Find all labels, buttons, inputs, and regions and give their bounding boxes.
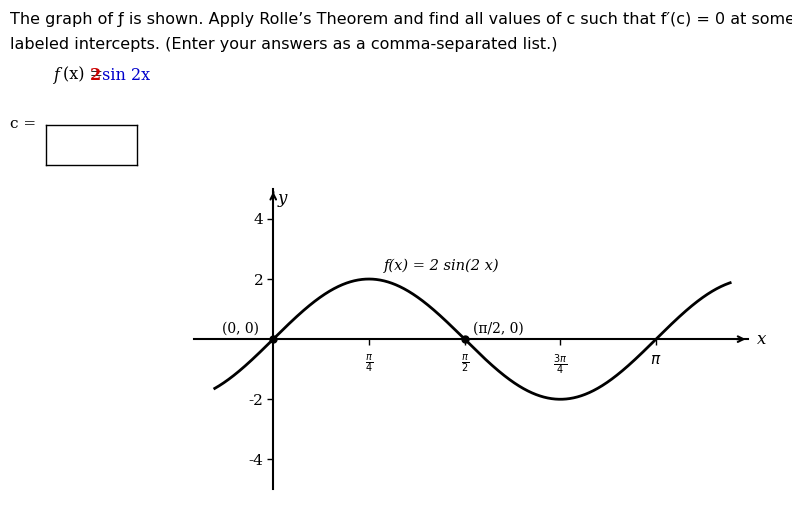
Text: (x) =: (x) =: [63, 66, 108, 84]
Text: x: x: [757, 331, 767, 347]
Text: The graph of ƒ is shown. Apply Rolle’s Theorem and find all values of c such tha: The graph of ƒ is shown. Apply Rolle’s T…: [10, 12, 792, 27]
Text: y: y: [278, 190, 287, 207]
Text: labeled intercepts. (Enter your answers as a comma-separated list.): labeled intercepts. (Enter your answers …: [10, 37, 558, 52]
Text: c =: c =: [10, 117, 36, 131]
Text: $\frac{\pi}{4}$: $\frac{\pi}{4}$: [365, 353, 373, 375]
Text: sin 2x: sin 2x: [97, 66, 150, 84]
Text: (π/2, 0): (π/2, 0): [473, 321, 524, 335]
Text: $\frac{\pi}{2}$: $\frac{\pi}{2}$: [460, 353, 469, 375]
Text: $\pi$: $\pi$: [650, 353, 662, 367]
Text: 2: 2: [89, 66, 101, 84]
Text: (0, 0): (0, 0): [222, 321, 259, 335]
Text: $\frac{3\pi}{4}$: $\frac{3\pi}{4}$: [554, 353, 567, 377]
Text: f(x) = 2 sin(2 x): f(x) = 2 sin(2 x): [383, 259, 499, 273]
Text: f: f: [54, 66, 59, 84]
